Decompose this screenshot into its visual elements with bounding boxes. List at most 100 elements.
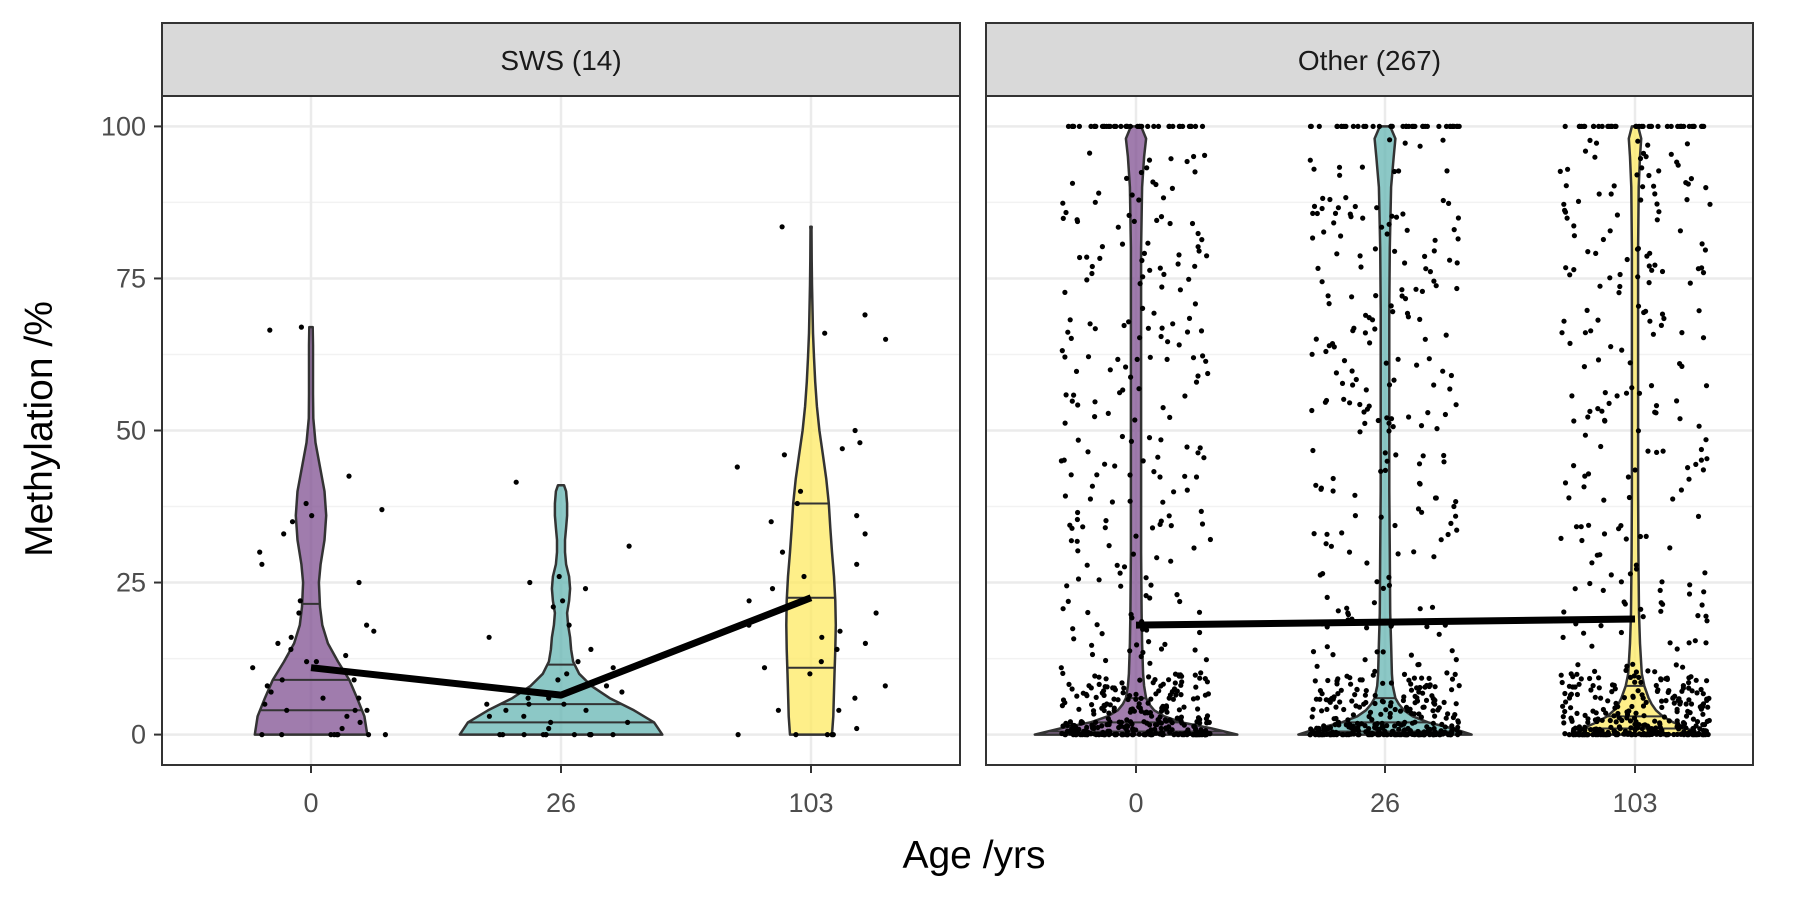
data-point (1562, 708, 1568, 715)
data-point (1069, 686, 1075, 692)
data-point (1564, 215, 1570, 221)
data-point (1569, 393, 1575, 399)
data-point (1136, 731, 1142, 737)
data-point (1168, 558, 1174, 564)
data-point (1658, 608, 1664, 614)
data-point (1414, 362, 1420, 368)
data-point (1703, 437, 1709, 443)
data-point (1641, 732, 1647, 738)
data-point (768, 519, 774, 525)
data-point (1560, 634, 1566, 641)
data-point (1089, 651, 1096, 658)
data-point (1190, 696, 1197, 702)
x-tick-label: 26 (546, 788, 576, 818)
data-point (1686, 697, 1692, 703)
data-point (1330, 488, 1336, 494)
data-point (1307, 732, 1313, 738)
data-point (364, 622, 370, 628)
data-point (1092, 673, 1098, 679)
data-point (1572, 732, 1579, 738)
data-point (1174, 592, 1180, 598)
mean-trend-line (1135, 615, 1636, 629)
data-point (793, 732, 799, 738)
data-point (1413, 286, 1419, 292)
data-point (1453, 657, 1459, 663)
data-point (1069, 398, 1075, 404)
data-point (1449, 676, 1456, 682)
data-point (1393, 452, 1399, 458)
data-point (1145, 325, 1151, 331)
data-point (279, 677, 285, 683)
data-point (1566, 732, 1572, 738)
data-point (1311, 166, 1317, 172)
data-point (1700, 270, 1707, 276)
data-point (1067, 317, 1073, 323)
data-point (1602, 390, 1608, 396)
data-point (1633, 710, 1639, 716)
data-point (1128, 438, 1134, 444)
data-point (1704, 618, 1710, 624)
data-point (1388, 416, 1395, 422)
data-point (1367, 340, 1373, 346)
data-point (521, 732, 527, 738)
data-point (1350, 712, 1356, 718)
data-point (1689, 688, 1695, 694)
data-point (1608, 724, 1614, 731)
data-point (1372, 326, 1378, 332)
data-point (1113, 732, 1119, 738)
data-point (1700, 335, 1707, 341)
data-point (564, 671, 570, 677)
data-point (769, 586, 776, 592)
data-point (1341, 358, 1348, 364)
x-tick-label: 0 (1128, 788, 1143, 818)
data-point (1181, 704, 1187, 710)
data-point (1412, 123, 1418, 129)
data-point (734, 464, 740, 470)
data-point (1612, 705, 1618, 711)
data-point (1079, 732, 1085, 738)
data-point (1107, 367, 1113, 373)
data-point (1352, 513, 1358, 519)
data-point (1652, 718, 1658, 724)
data-point (1192, 726, 1199, 732)
data-point (1172, 680, 1178, 686)
data-point (1582, 712, 1588, 719)
data-point (1667, 640, 1673, 646)
data-point (279, 732, 285, 738)
data-point (560, 598, 566, 604)
data-point (1611, 682, 1617, 688)
data-point (1335, 691, 1341, 697)
data-point (1192, 647, 1198, 653)
data-point (1599, 408, 1605, 414)
data-point (1190, 355, 1197, 361)
data-point (1703, 383, 1710, 389)
data-point (1419, 675, 1425, 681)
data-point (1595, 406, 1601, 412)
data-point (1407, 706, 1413, 712)
data-point (1614, 212, 1620, 218)
data-point (1640, 695, 1646, 701)
data-point (1111, 696, 1117, 702)
data-point (1324, 706, 1330, 713)
data-point (1572, 586, 1578, 592)
data-point (1178, 692, 1184, 698)
data-point (1392, 732, 1398, 738)
data-point (834, 646, 840, 653)
data-point (1128, 374, 1134, 380)
data-point (1323, 397, 1330, 404)
data-point (1431, 248, 1437, 254)
data-point (1698, 446, 1704, 453)
data-point (1338, 233, 1344, 239)
data-point (1611, 183, 1617, 189)
data-point (1329, 732, 1335, 738)
data-point (1166, 513, 1172, 519)
data-point (1613, 719, 1619, 725)
data-point (328, 732, 334, 738)
data-point (1349, 698, 1355, 704)
data-point (1335, 205, 1341, 211)
data-point (1127, 693, 1133, 699)
data-point (854, 725, 860, 732)
data-point (1685, 465, 1691, 471)
data-point (1323, 697, 1329, 703)
data-point (1065, 329, 1071, 335)
